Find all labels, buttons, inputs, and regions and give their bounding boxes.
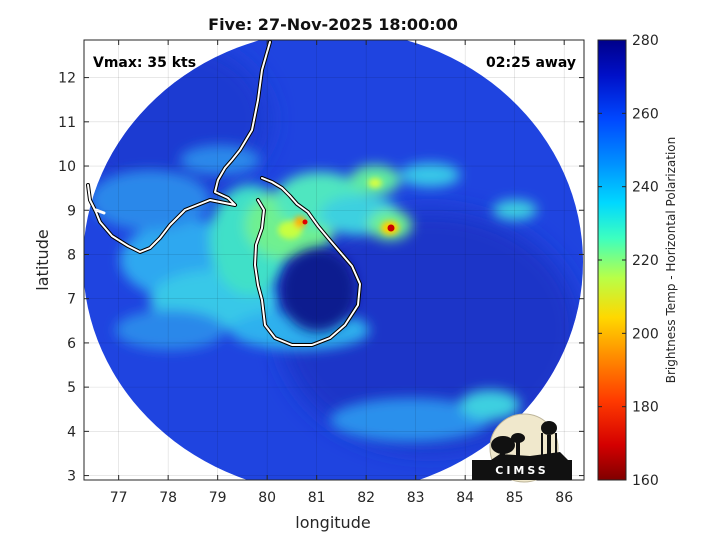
colorbar-label: Brightness Temp - Horizontal Polarizatio… bbox=[664, 137, 678, 384]
y-tick-label: 7 bbox=[67, 292, 76, 308]
x-tick-label: 85 bbox=[506, 490, 524, 506]
colorbar-tick-label: 180 bbox=[632, 400, 659, 416]
colorbar-tick-label: 220 bbox=[632, 253, 659, 269]
x-tick-label: 77 bbox=[110, 490, 128, 506]
hot-spot bbox=[302, 219, 308, 225]
y-axis: 3 4 5 6 7 8 9 10 11 12 bbox=[58, 71, 584, 485]
x-tick-label: 82 bbox=[357, 490, 375, 506]
x-tick-label: 79 bbox=[209, 490, 227, 506]
y-tick-label: 11 bbox=[58, 115, 76, 131]
hot-spot bbox=[387, 224, 395, 232]
vmax-annotation: Vmax: 35 kts bbox=[93, 55, 196, 71]
colorbar-tick-label: 200 bbox=[632, 326, 659, 342]
colorbar-ticks: 160 180 200 220 240 260 280 bbox=[598, 33, 659, 489]
chart-title: Five: 27-Nov-2025 18:00:00 bbox=[208, 15, 458, 34]
y-tick-label: 12 bbox=[58, 71, 76, 87]
y-tick-label: 5 bbox=[67, 380, 76, 396]
y-tick-label: 8 bbox=[67, 247, 76, 263]
satellite-swath bbox=[84, 40, 583, 480]
x-tick-label: 80 bbox=[258, 490, 276, 506]
x-tick-label: 78 bbox=[159, 490, 177, 506]
cloud-bands bbox=[90, 145, 537, 442]
colorbar: 160 180 200 220 240 260 280 Brightness Temp - … bbox=[597, 33, 678, 489]
y-tick-label: 3 bbox=[67, 469, 76, 485]
colorbar-gradient bbox=[597, 39, 627, 481]
coastlines bbox=[86, 40, 362, 347]
x-tick-label: 84 bbox=[456, 490, 474, 506]
y-tick-label: 6 bbox=[67, 336, 76, 352]
x-tick-label: 81 bbox=[308, 490, 326, 506]
colorbar-tick-label: 260 bbox=[632, 106, 659, 122]
cimss-logo-icon bbox=[488, 421, 570, 464]
grid-lines bbox=[84, 40, 584, 480]
cimss-logo-text: CIMSS bbox=[495, 464, 548, 477]
colorbar-tick-label: 280 bbox=[632, 33, 659, 49]
x-axis: 77 78 79 80 81 82 83 84 85 86 bbox=[110, 40, 573, 506]
y-tick-label: 4 bbox=[67, 424, 76, 440]
x-tick-label: 83 bbox=[407, 490, 425, 506]
colorbar-tick-label: 160 bbox=[632, 473, 659, 489]
colorbar-tick-label: 240 bbox=[632, 180, 659, 196]
y-axis-label: latitude bbox=[33, 229, 52, 290]
time-away-annotation: 02:25 away bbox=[486, 55, 576, 71]
y-tick-label: 9 bbox=[67, 203, 76, 219]
y-tick-label: 10 bbox=[58, 159, 76, 175]
cimss-logo: CIMSS bbox=[472, 413, 572, 483]
storm-center bbox=[280, 248, 356, 332]
x-axis-label: longitude bbox=[295, 513, 370, 532]
x-tick-label: 86 bbox=[555, 490, 573, 506]
axes-frame bbox=[83, 39, 585, 481]
